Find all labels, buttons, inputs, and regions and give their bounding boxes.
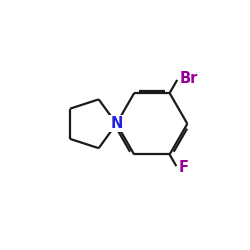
Text: Br: Br <box>180 71 199 86</box>
Text: N: N <box>110 116 123 131</box>
Text: F: F <box>178 160 188 175</box>
